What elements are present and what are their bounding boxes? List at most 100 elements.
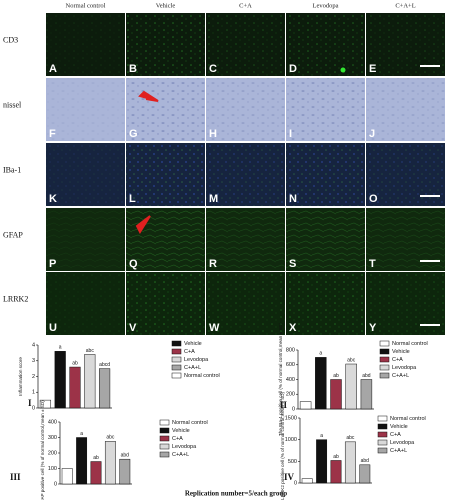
micrograph-texture	[46, 13, 125, 76]
y-tick-label: 0	[32, 405, 35, 411]
legend-label: C+A	[392, 357, 403, 363]
y-tick-label: 100	[48, 466, 57, 472]
y-tick-label: 500	[288, 459, 297, 465]
panel-letter: V	[129, 322, 137, 334]
micrograph-texture	[366, 78, 445, 141]
legend-label: Normal control	[184, 373, 220, 379]
panel-letter: J	[369, 128, 375, 140]
legend-swatch	[377, 423, 388, 430]
micrograph-texture	[126, 208, 205, 271]
y-axis-label: Inflammation score	[18, 357, 23, 396]
chart-label: I	[28, 398, 32, 408]
bar	[360, 379, 373, 410]
bar	[99, 368, 111, 409]
y-tick-label: 3	[32, 358, 35, 364]
panel-letter: P	[49, 258, 56, 270]
y-axis-label: GFAP positive cell (% of normal control,…	[40, 400, 45, 500]
significance-label: ab	[333, 454, 339, 460]
column-header: C+A+L	[395, 2, 415, 9]
micrograph-texture	[126, 78, 205, 141]
bar	[359, 464, 371, 484]
micrograph-texture	[126, 272, 205, 335]
panel-letter: X	[289, 322, 297, 334]
legend-swatch	[171, 364, 182, 371]
bar	[299, 401, 312, 410]
legend-swatch	[159, 435, 170, 442]
panel-letter: M	[209, 193, 218, 205]
y-tick-label: 0	[54, 481, 57, 487]
legend-swatch	[379, 348, 390, 355]
y-tick-label: 0	[292, 406, 295, 412]
significance-label: a	[59, 345, 62, 351]
column-header: Vehicle	[156, 2, 176, 9]
significance-label: abd	[121, 453, 130, 459]
legend-swatch	[377, 447, 388, 454]
micrograph-texture	[286, 13, 365, 76]
legend-label: Normal control	[392, 341, 428, 347]
micrograph-texture	[46, 208, 125, 271]
panel-letter: I	[289, 128, 292, 140]
legend-swatch	[377, 415, 388, 422]
legend-swatch	[379, 372, 390, 379]
row-label: nissel	[3, 100, 22, 109]
significance-label: abd	[361, 458, 370, 464]
panel-letter: E	[369, 63, 376, 75]
row-label: LRRK2	[3, 294, 28, 303]
bar	[345, 363, 357, 410]
legend-label: C+A+L	[184, 365, 201, 371]
column-header: Levodopa	[313, 2, 339, 9]
panel-letter: Y	[369, 322, 377, 334]
y-tick-label: 300	[48, 435, 57, 441]
micrograph-texture	[206, 208, 285, 271]
red-arrow	[138, 90, 159, 102]
micrograph-grid: Normal control Vehicle C+A Levodopa C+A+L CD3…	[3, 2, 445, 335]
micrograph-texture	[206, 272, 285, 335]
micrograph-texture	[286, 78, 365, 141]
significance-label: a	[320, 433, 323, 439]
panel-letter: B	[129, 63, 137, 75]
charts: 0 1 2 3 4 Inflammation score a ab abc abcd Vehicle…	[10, 322, 428, 500]
y-tick-label: 800	[286, 347, 295, 353]
bar	[330, 460, 342, 484]
y-tick-label: 1500	[285, 415, 297, 421]
y-tick-label: 4	[32, 342, 35, 348]
legend-swatch	[159, 427, 170, 434]
column-header: C+A	[239, 2, 252, 9]
legend-label: C+A+L	[172, 452, 189, 458]
panel-letter: W	[209, 322, 220, 334]
significance-label: abc	[106, 435, 115, 441]
micrograph-texture	[206, 13, 285, 76]
panel-letter: C	[209, 63, 217, 75]
panel-letter: Q	[129, 258, 138, 270]
chart-label: II	[280, 400, 288, 410]
panel-letter: G	[129, 128, 138, 140]
bar	[69, 366, 81, 409]
y-tick-label: 400	[286, 377, 295, 383]
significance-label: abc	[86, 348, 95, 354]
legend-label: Levodopa	[392, 365, 417, 371]
significance-label: abcd	[99, 362, 110, 368]
legend-swatch	[159, 419, 170, 426]
bar	[84, 354, 96, 409]
panel-letter: K	[49, 193, 57, 205]
micrograph-texture	[286, 272, 365, 335]
y-tick-label: 600	[286, 362, 295, 368]
legend-label: C+A	[184, 349, 195, 355]
panel-letter: F	[49, 128, 56, 140]
y-axis-label: The LRRK2 positive cell (% of normal con…	[280, 391, 285, 500]
legend-label: Vehicle	[392, 349, 410, 355]
legend-swatch	[379, 364, 390, 371]
legend-label: Vehicle	[390, 424, 408, 430]
chart-label: III	[10, 472, 21, 482]
panel-letter: H	[209, 128, 217, 140]
significance-label: ab	[72, 360, 78, 366]
micrograph-texture	[46, 143, 125, 206]
panel-letter: R	[209, 258, 217, 270]
bar	[76, 437, 88, 485]
micrograph-texture	[126, 143, 205, 206]
bar-chart: 0 1 2 3 4 Inflammation score a ab abc abcd Vehicle…	[18, 340, 220, 411]
row-label: IBa-1	[3, 165, 21, 174]
bar	[315, 357, 327, 410]
